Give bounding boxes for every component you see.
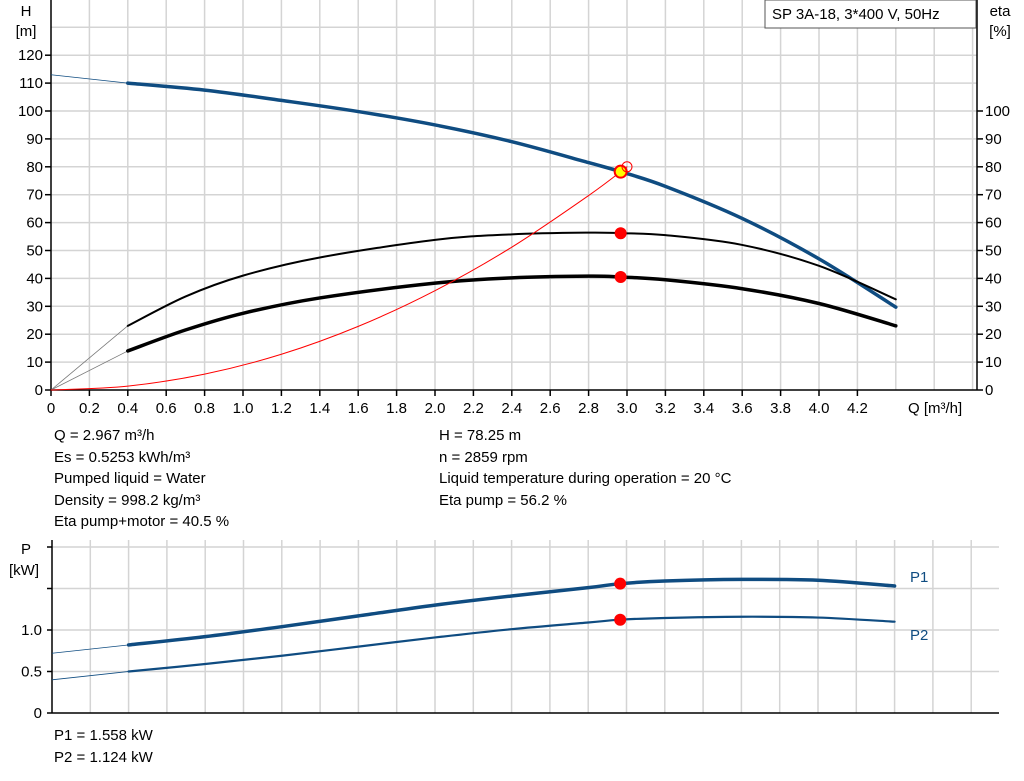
info-p2: P2 = 1.124 kW [54,748,153,766]
x-tick-label: 1.2 [271,400,292,417]
y-tick-label: 110 [19,75,43,92]
x-tick-label: 3.0 [617,400,638,417]
x-tick-label: 3.4 [693,400,714,417]
y-tick-label: 120 [18,47,43,64]
info-h: H = 78.25 m [439,427,522,444]
y-axis-unit: [kW] [9,562,39,579]
x-tick-label: 0.2 [79,400,100,417]
info-bottom: P1 = 1.558 kW P2 = 1.124 kW [54,725,153,768]
marker-eta_pump [614,227,627,240]
info-top-right: H = 78.25 m n = 2859 rpm Liquid temperat… [439,425,731,511]
curve-H [126,81,898,309]
info-p1: P1 = 1.558 kW [54,727,153,744]
curve-P2 [127,615,896,673]
y-tick-label: 1.0 [21,622,42,639]
y-tick-label: 0.5 [21,664,42,681]
y-tick-label: 20 [26,326,43,343]
marker-P2 [614,613,627,626]
curve-P1 [126,577,897,647]
y2-tick-label: 50 [985,243,1002,260]
curve-extension-P1 [51,644,129,654]
x-tick-label: 2.6 [540,400,561,417]
x-tick-label: 3.2 [655,400,676,417]
marker-hollow-system_curve [621,161,633,173]
x-tick-label: 0.8 [194,400,215,417]
curve-extension-H [50,74,128,84]
y-tick-label: 100 [18,103,43,120]
x-tick-label: 4.0 [809,400,830,417]
y2-tick-label: 70 [985,187,1002,204]
x-tick-label: 0.6 [156,400,177,417]
marker-P1 [614,577,627,590]
curve-eta_total [126,274,898,353]
y-tick-label: 50 [26,243,43,260]
x-tick-label: 3.6 [732,400,753,417]
y2-tick-label: 40 [985,270,1002,287]
y-tick-label: 0 [35,382,43,399]
x-tick-label: 1.6 [348,400,369,417]
curve-eta_pump [126,231,897,327]
info-liquid: Pumped liquid = Water [54,470,206,487]
y2-tick-label: 0 [985,382,993,399]
curve-extension-P2 [51,671,129,681]
x-tick-label: 2.0 [425,400,446,417]
series-label-p2: P2 [910,627,928,644]
info-q: Q = 2.967 m³/h [54,427,155,444]
y-tick-label: 60 [26,215,43,232]
legend-box [764,0,977,29]
x-tick-label: 1.8 [386,400,407,417]
y-tick-label: 10 [26,354,43,371]
info-eta-pump: Eta pump = 56.2 % [439,491,567,509]
y2-axis-unit: [%] [989,23,1011,40]
y2-tick-label: 30 [985,298,1002,315]
y2-tick-label: 60 [985,215,1002,232]
series-label-p1: P1 [910,569,928,586]
x-tick-label: 0 [47,400,55,417]
info-es: Es = 0.5253 kWh/m³ [54,448,191,466]
y-tick-label: 80 [26,159,43,176]
x-tick-label: 0.4 [117,400,138,417]
y2-tick-label: 90 [985,131,1002,148]
y-tick-label: 0 [34,705,42,722]
x-axis-label: Q [m³/h] [908,400,962,417]
y2-tick-label: 80 [985,159,1002,176]
y-tick-label: 40 [26,270,43,287]
y-axis-label: H [21,3,32,20]
x-tick-label: 2.4 [501,400,522,417]
info-density: Density = 998.2 kg/m³ [54,491,201,509]
y-tick-label: 90 [26,131,43,148]
x-tick-label: 2.2 [463,400,484,417]
curve-extension-eta_pump [50,325,129,391]
y-tick-label: 30 [26,298,43,315]
x-tick-label: 1.0 [233,400,254,417]
curve-extension-eta_total [50,350,128,391]
y-axis-label: P [21,541,31,558]
x-tick-label: 3.8 [770,400,791,417]
info-n: n = 2859 rpm [439,448,528,466]
info-eta-total: Eta pump+motor = 40.5 % [54,513,230,530]
y2-axis-label: eta [990,3,1012,20]
y-tick-label: 70 [26,187,43,204]
curve-system_curve [50,166,628,391]
x-tick-label: 2.8 [578,400,599,417]
x-tick-label: 1.4 [309,400,330,417]
marker-eta_total [614,271,627,284]
y-axis-unit: [m] [16,23,37,40]
info-temp: Liquid temperature during operation = 20… [439,470,732,487]
info-top-left: Q = 2.967 m³/h Es = 0.5253 kWh/m³ Pumped… [54,425,229,533]
legend-text: SP 3A-18, 3*400 V, 50Hz [772,6,940,23]
y2-tick-label: 10 [985,354,1002,371]
x-tick-label: 4.2 [847,400,868,417]
y2-tick-label: 100 [985,103,1010,120]
y2-tick-label: 20 [985,326,1002,343]
